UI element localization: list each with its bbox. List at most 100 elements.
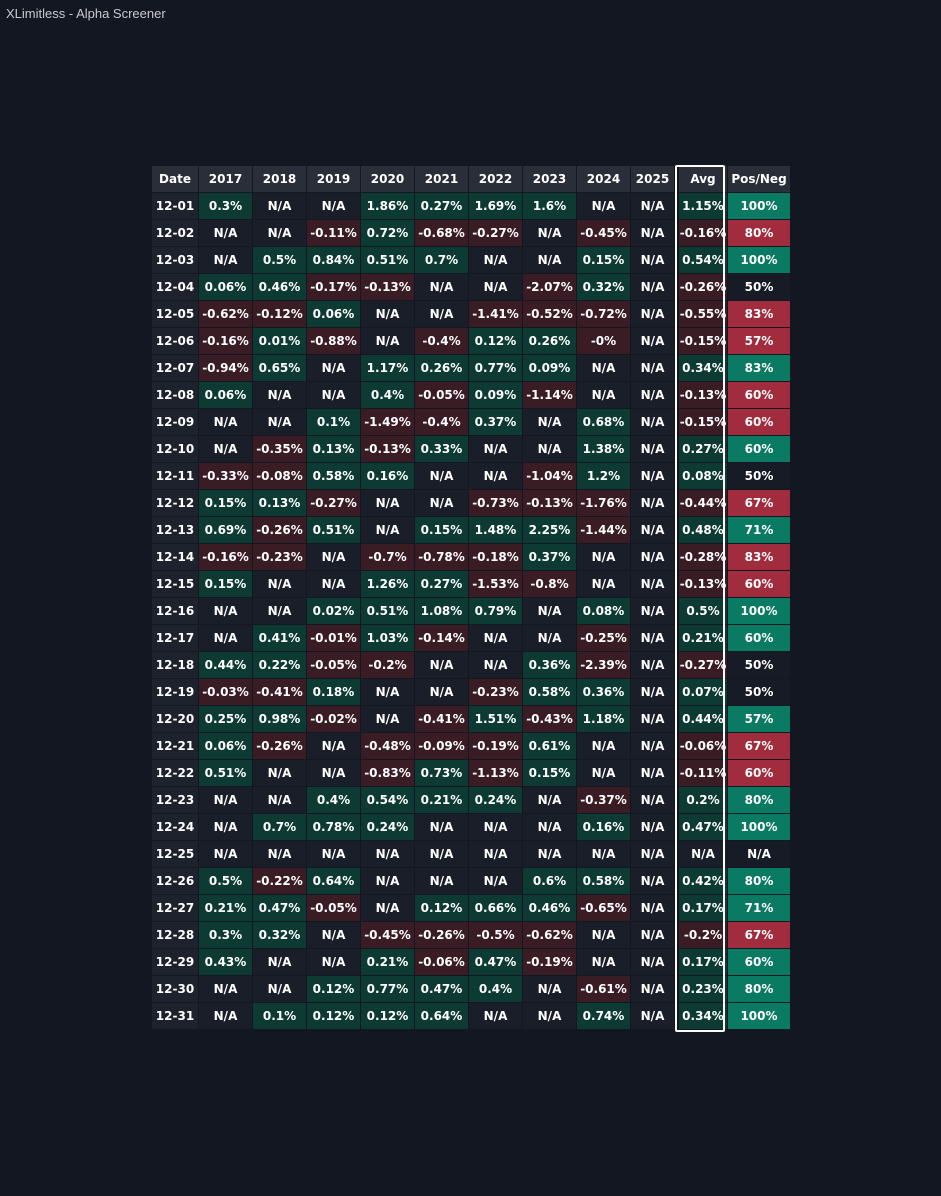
- column-header-2021[interactable]: 2021: [415, 166, 468, 192]
- date-cell: 12-02: [152, 220, 198, 246]
- return-cell: 0.32%: [253, 922, 306, 948]
- date-cell: 12-24: [152, 814, 198, 840]
- return-cell: -0.17%: [307, 274, 360, 300]
- return-cell: -1.04%: [523, 463, 576, 489]
- return-cell: N/A: [631, 571, 674, 597]
- return-cell: -0.11%: [307, 220, 360, 246]
- column-gap: [675, 301, 678, 327]
- return-cell: N/A: [469, 463, 522, 489]
- return-cell: 1.48%: [469, 517, 522, 543]
- date-cell: 12-28: [152, 922, 198, 948]
- pos-neg-cell: 57%: [728, 328, 790, 354]
- date-cell: 12-03: [152, 247, 198, 273]
- pos-neg-cell: N/A: [728, 841, 790, 867]
- column-gap: [675, 760, 678, 786]
- return-cell: 0.16%: [361, 463, 414, 489]
- column-header-2022[interactable]: 2022: [469, 166, 522, 192]
- column-header-2019[interactable]: 2019: [307, 166, 360, 192]
- column-gap: [675, 544, 678, 570]
- column-header-avg[interactable]: Avg: [679, 166, 727, 192]
- avg-cell: -0.27%: [679, 652, 727, 678]
- return-cell: N/A: [631, 733, 674, 759]
- pos-neg-cell: 67%: [728, 733, 790, 759]
- table-row: 12-16 N/A N/A 0.02% 0.51% 1.08% 0.79% N/A 0.08% N…: [152, 598, 790, 624]
- column-header-2024[interactable]: 2024: [577, 166, 630, 192]
- return-cell: N/A: [631, 544, 674, 570]
- avg-cell: -0.13%: [679, 382, 727, 408]
- return-cell: N/A: [523, 598, 576, 624]
- return-cell: N/A: [307, 733, 360, 759]
- return-cell: -0.13%: [361, 274, 414, 300]
- avg-cell: N/A: [679, 841, 727, 867]
- date-cell: 12-21: [152, 733, 198, 759]
- return-cell: N/A: [631, 355, 674, 381]
- return-cell: 0.43%: [199, 949, 252, 975]
- return-cell: N/A: [199, 841, 252, 867]
- return-cell: N/A: [415, 301, 468, 327]
- return-cell: 0.5%: [199, 868, 252, 894]
- avg-cell: 0.17%: [679, 895, 727, 921]
- return-cell: N/A: [253, 571, 306, 597]
- column-header-date[interactable]: Date: [152, 166, 198, 192]
- return-cell: N/A: [631, 652, 674, 678]
- return-cell: N/A: [523, 1003, 576, 1029]
- date-cell: 12-16: [152, 598, 198, 624]
- pos-neg-cell: 100%: [728, 598, 790, 624]
- return-cell: 0.47%: [415, 976, 468, 1002]
- return-cell: 0.36%: [577, 679, 630, 705]
- avg-cell: 0.5%: [679, 598, 727, 624]
- return-cell: N/A: [523, 247, 576, 273]
- return-cell: 0.09%: [523, 355, 576, 381]
- return-cell: N/A: [523, 976, 576, 1002]
- date-cell: 12-30: [152, 976, 198, 1002]
- return-cell: -0.61%: [577, 976, 630, 1002]
- return-cell: N/A: [307, 544, 360, 570]
- table-row: 12-06 -0.16% 0.01% -0.88% N/A -0.4% 0.12% 0.26%…: [152, 328, 790, 354]
- column-gap: [675, 868, 678, 894]
- column-header-2025[interactable]: 2025: [631, 166, 674, 192]
- table-row: 12-10 N/A -0.35% 0.13% -0.13% 0.33% N/A N/A 1.38…: [152, 436, 790, 462]
- return-cell: 0.08%: [577, 598, 630, 624]
- column-header-pos-neg[interactable]: Pos/Neg: [728, 166, 790, 192]
- date-cell: 12-11: [152, 463, 198, 489]
- date-cell: 12-01: [152, 193, 198, 219]
- return-cell: -0.83%: [361, 760, 414, 786]
- return-cell: N/A: [199, 814, 252, 840]
- return-cell: 0.33%: [415, 436, 468, 462]
- column-header-2020[interactable]: 2020: [361, 166, 414, 192]
- return-cell: 0.24%: [469, 787, 522, 813]
- return-cell: N/A: [199, 436, 252, 462]
- return-cell: -0.25%: [577, 625, 630, 651]
- return-cell: N/A: [631, 922, 674, 948]
- table-body: 12-01 0.3% N/A N/A 1.86% 0.27% 1.69% 1.6% N/A N/A…: [152, 193, 790, 1029]
- column-gap: [675, 193, 678, 219]
- table-row: 12-02 N/A N/A -0.11% 0.72% -0.68% -0.27% N/A -0.…: [152, 220, 790, 246]
- pos-neg-cell: 60%: [728, 382, 790, 408]
- return-cell: N/A: [469, 652, 522, 678]
- return-cell: N/A: [631, 949, 674, 975]
- return-cell: -1.53%: [469, 571, 522, 597]
- column-header-2023[interactable]: 2023: [523, 166, 576, 192]
- pos-neg-cell: 83%: [728, 301, 790, 327]
- return-cell: 0.7%: [415, 247, 468, 273]
- return-cell: N/A: [361, 517, 414, 543]
- return-cell: -0.65%: [577, 895, 630, 921]
- return-cell: -0.41%: [253, 679, 306, 705]
- pos-neg-cell: 100%: [728, 1003, 790, 1029]
- table-row: 12-17 N/A 0.41% -0.01% 1.03% -0.14% N/A N/A -0.2…: [152, 625, 790, 651]
- return-cell: 0.27%: [415, 571, 468, 597]
- return-cell: N/A: [577, 841, 630, 867]
- return-cell: N/A: [415, 652, 468, 678]
- avg-cell: -0.44%: [679, 490, 727, 516]
- table-row: 12-20 0.25% 0.98% -0.02% N/A -0.41% 1.51% -0.43…: [152, 706, 790, 732]
- return-cell: N/A: [361, 895, 414, 921]
- avg-cell: 0.07%: [679, 679, 727, 705]
- return-cell: 0.77%: [469, 355, 522, 381]
- column-header-2018[interactable]: 2018: [253, 166, 306, 192]
- return-cell: N/A: [361, 301, 414, 327]
- return-cell: 0.6%: [523, 868, 576, 894]
- pos-neg-cell: 71%: [728, 517, 790, 543]
- return-cell: N/A: [307, 193, 360, 219]
- column-header-2017[interactable]: 2017: [199, 166, 252, 192]
- return-cell: 1.03%: [361, 625, 414, 651]
